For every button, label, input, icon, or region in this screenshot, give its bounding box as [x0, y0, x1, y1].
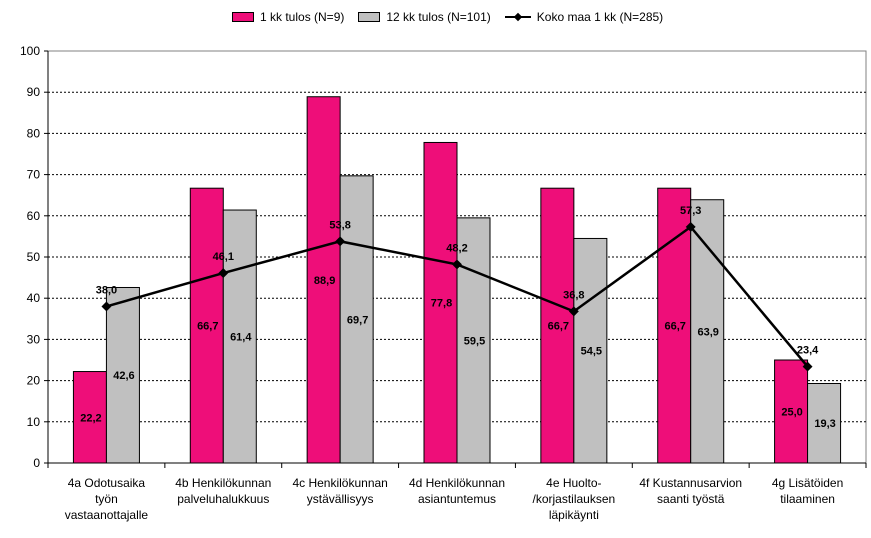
line-data-label: 57,3	[680, 205, 701, 217]
legend-item-series-3: Koko maa 1 kk (N=285)	[504, 10, 664, 24]
legend-label-series-2: 12 kk tulos (N=101)	[386, 10, 491, 24]
bar	[222, 209, 257, 464]
line-point	[335, 236, 346, 247]
x-tick-label: 4g Lisätöiden	[772, 476, 843, 490]
x-tick-label: asiantuntemus	[418, 492, 496, 506]
x-tick-label: vastaanottajalle	[65, 508, 149, 522]
x-tick-label: ystävällisyys	[307, 492, 374, 506]
line-data-label: 53,8	[329, 219, 350, 231]
y-tick-label: 60	[27, 209, 41, 223]
y-tick-label: 50	[27, 250, 41, 264]
y-tick-label: 80	[27, 126, 41, 140]
line-point	[568, 306, 579, 317]
x-tick-label: saanti työstä	[657, 492, 725, 506]
legend-label-series-1: 1 kk tulos (N=9)	[260, 10, 345, 24]
x-tick-label: palveluhalukkuus	[177, 492, 269, 506]
x-tick-label: 4f Kustannusarvion	[639, 476, 742, 490]
bar	[105, 286, 140, 464]
legend-label-series-3: Koko maa 1 kk (N=285)	[536, 10, 664, 24]
line-point	[802, 361, 813, 372]
x-tick-label: tilaaminen	[780, 492, 835, 506]
bar	[690, 199, 725, 464]
x-tick-label: /korjastilauksen	[532, 492, 615, 506]
x-tick-label: läpikäynti	[549, 508, 599, 522]
bar-data-label: 61,4	[230, 332, 252, 344]
bar	[807, 382, 842, 464]
bar-data-label: 25,0	[781, 407, 802, 419]
bar	[189, 187, 224, 464]
x-tick-label: 4b Henkilökunnan	[175, 476, 271, 490]
bar	[423, 141, 458, 464]
line-point	[685, 221, 696, 232]
bar-data-label: 88,9	[314, 275, 335, 287]
legend: 1 kk tulos (N=9) 12 kk tulos (N=101) Kok…	[232, 10, 677, 24]
bar-data-label: 42,6	[113, 370, 134, 382]
legend-item-series-1: 1 kk tulos (N=9)	[232, 10, 344, 24]
legend-swatch-series-3	[504, 12, 531, 22]
line-data-label: 23,4	[797, 345, 819, 357]
bar-data-label: 66,7	[665, 321, 686, 333]
x-tick-label: 4e Huolto-	[546, 476, 601, 490]
x-tick-label: työn	[95, 492, 118, 506]
bar	[540, 187, 575, 464]
bar-data-label: 22,2	[80, 412, 101, 424]
bar	[573, 237, 608, 464]
legend-swatch-series-1	[232, 12, 254, 22]
y-tick-label: 20	[27, 374, 41, 388]
x-tick-label: 4a Odotusaika	[68, 476, 146, 490]
line-data-label: 48,2	[446, 242, 467, 254]
bar	[774, 359, 809, 464]
line-data-label: 36,8	[563, 289, 584, 301]
y-tick-label: 40	[27, 291, 41, 305]
bar-data-label: 59,5	[464, 335, 485, 347]
bar-data-label: 69,7	[347, 314, 368, 326]
y-tick-label: 100	[20, 44, 40, 58]
y-tick-label: 10	[27, 415, 41, 429]
line-point	[218, 268, 229, 279]
bar-data-label: 77,8	[431, 298, 452, 310]
bar	[306, 96, 341, 464]
bar	[657, 187, 692, 464]
bar-data-label: 66,7	[197, 321, 218, 333]
x-tick-label: 4c Henkilökunnan	[292, 476, 387, 490]
bar-data-label: 19,3	[814, 418, 835, 430]
y-tick-label: 30	[27, 332, 41, 346]
line-point	[452, 259, 462, 270]
line-data-label: 38,0	[96, 284, 117, 296]
x-tick-label: 4d Henkilökunnan	[409, 476, 505, 490]
y-tick-label: 90	[27, 85, 41, 99]
y-tick-label: 70	[27, 168, 41, 182]
bar-data-label: 54,5	[581, 346, 602, 358]
legend-swatch-series-2	[358, 12, 381, 22]
bar-data-label: 63,9	[698, 326, 719, 338]
line-data-label: 46,1	[213, 251, 234, 263]
y-tick-label: 0	[33, 456, 40, 470]
bar	[339, 175, 374, 464]
bar-data-label: 66,7	[548, 321, 569, 333]
legend-item-series-2: 12 kk tulos (N=101)	[358, 10, 491, 24]
bar	[456, 217, 491, 464]
